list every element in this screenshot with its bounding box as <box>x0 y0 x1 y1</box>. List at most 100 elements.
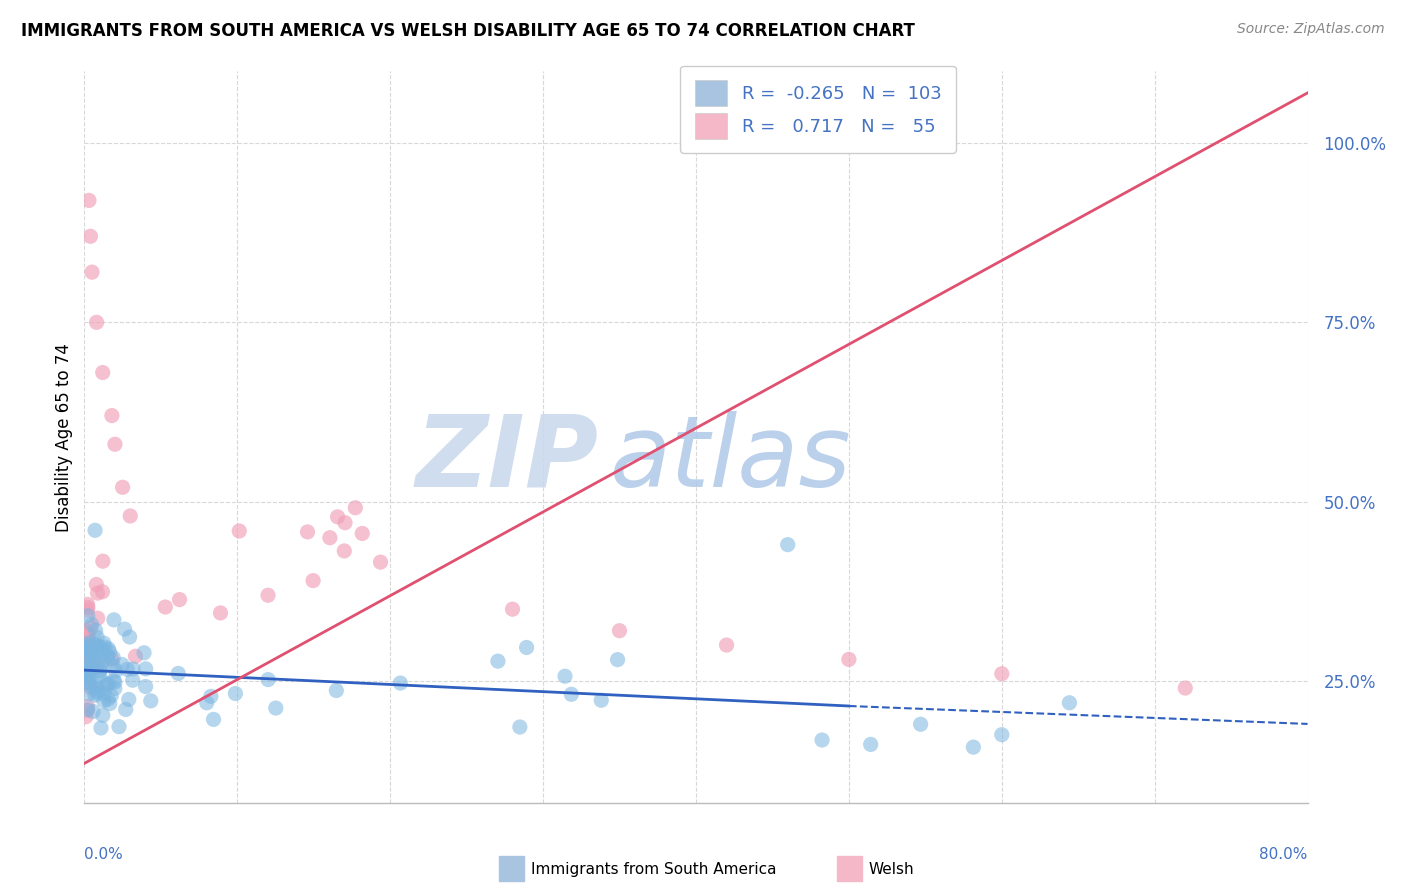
Point <box>84 678 107 692</box>
Text: Source: ZipAtlas.com: Source: ZipAtlas.com <box>1237 22 1385 37</box>
Point <box>122 662 145 676</box>
Point <box>776 538 799 552</box>
Point <box>135 662 157 676</box>
Point <box>76 699 98 714</box>
Text: Immigrants from South America: Immigrants from South America <box>531 863 778 877</box>
Point <box>195 696 218 710</box>
Point <box>79 229 101 244</box>
Point <box>79 671 101 685</box>
Point <box>97 692 120 706</box>
Point <box>502 602 524 616</box>
Point <box>76 598 98 612</box>
Point <box>80 646 103 660</box>
Point <box>838 652 860 666</box>
Point <box>91 554 114 568</box>
Text: Welsh: Welsh <box>869 863 914 877</box>
Point <box>202 712 225 726</box>
Point <box>93 686 115 700</box>
Point <box>75 664 97 678</box>
Point <box>509 720 531 734</box>
Point <box>257 673 280 687</box>
Point <box>80 621 103 635</box>
Point <box>224 686 246 700</box>
Point <box>75 661 97 675</box>
Point <box>120 508 142 523</box>
Point <box>96 652 118 666</box>
Point <box>93 694 115 708</box>
Point <box>93 636 115 650</box>
Point <box>319 531 342 545</box>
Point <box>76 660 98 674</box>
Point <box>155 600 177 615</box>
Point <box>77 687 100 701</box>
Legend: R =  -0.265   N =  103, R =   0.717   N =   55: R = -0.265 N = 103, R = 0.717 N = 55 <box>681 66 956 153</box>
Point <box>101 409 124 423</box>
Point <box>344 500 367 515</box>
Point <box>87 681 110 696</box>
Text: ZIP: ZIP <box>415 410 598 508</box>
Point <box>97 677 120 691</box>
Point <box>75 675 97 690</box>
Text: IMMIGRANTS FROM SOUTH AMERICA VS WELSH DISABILITY AGE 65 TO 74 CORRELATION CHART: IMMIGRANTS FROM SOUTH AMERICA VS WELSH D… <box>21 22 915 40</box>
Point <box>257 588 280 602</box>
Text: atlas: atlas <box>610 410 852 508</box>
Point <box>103 650 125 665</box>
Point <box>811 733 834 747</box>
Point <box>118 692 141 706</box>
Point <box>77 666 100 681</box>
Point <box>86 646 108 660</box>
Point <box>77 194 100 208</box>
Point <box>77 635 100 649</box>
Point <box>90 721 112 735</box>
Point <box>716 638 738 652</box>
Point <box>167 666 190 681</box>
Point <box>389 676 412 690</box>
Point <box>77 641 100 656</box>
Point <box>370 555 392 569</box>
Point <box>103 673 125 688</box>
Point <box>97 641 120 656</box>
Point <box>76 668 98 682</box>
Point <box>132 646 155 660</box>
Point <box>108 720 131 734</box>
Point <box>84 638 107 652</box>
Point <box>75 626 97 640</box>
Point <box>76 702 98 716</box>
Point <box>117 662 139 676</box>
Point <box>200 690 222 704</box>
Point <box>91 708 114 723</box>
Point <box>228 524 250 538</box>
Point <box>89 664 111 678</box>
Point <box>87 640 110 654</box>
Y-axis label: Disability Age 65 to 74: Disability Age 65 to 74 <box>55 343 73 532</box>
Point <box>111 480 134 494</box>
Point <box>98 645 121 659</box>
Point <box>169 592 191 607</box>
Point <box>118 630 141 644</box>
Point <box>76 600 98 615</box>
Point <box>86 586 108 600</box>
Point <box>75 659 97 673</box>
Point <box>86 631 108 645</box>
Point <box>77 636 100 650</box>
Point <box>96 676 118 690</box>
Point <box>86 638 108 652</box>
Point <box>79 639 101 653</box>
Point <box>326 509 349 524</box>
Point <box>76 603 98 617</box>
Text: 0.0%: 0.0% <box>84 847 124 862</box>
Point <box>910 717 932 731</box>
Point <box>124 649 146 664</box>
Point <box>87 611 110 625</box>
Point <box>77 632 100 647</box>
Point <box>859 738 882 752</box>
Point <box>77 626 100 640</box>
Point <box>75 653 97 667</box>
Point <box>94 678 117 692</box>
Point <box>91 584 114 599</box>
Point <box>75 624 97 638</box>
Point <box>77 642 100 657</box>
Point <box>76 704 98 718</box>
Point <box>75 666 97 681</box>
Point <box>591 693 613 707</box>
